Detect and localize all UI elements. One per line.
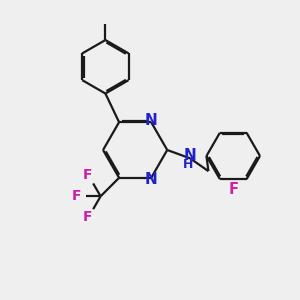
Text: F: F: [72, 189, 82, 203]
Text: F: F: [83, 211, 93, 224]
Text: F: F: [83, 168, 93, 182]
Text: H: H: [183, 158, 193, 171]
Text: N: N: [145, 172, 158, 188]
Text: F: F: [228, 182, 238, 197]
Text: N: N: [184, 148, 197, 163]
Text: N: N: [145, 112, 158, 128]
